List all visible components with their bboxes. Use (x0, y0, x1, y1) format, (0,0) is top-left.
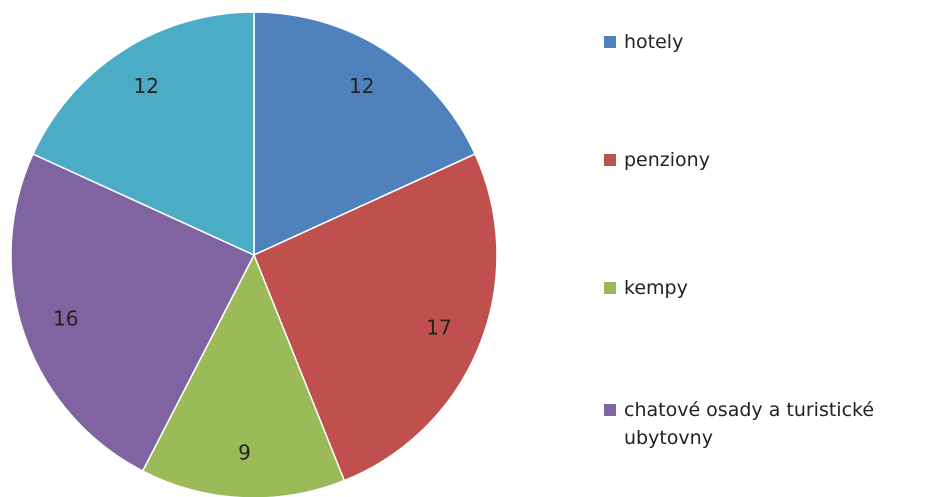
data-label: 9 (238, 441, 251, 465)
legend-entry: kempy (604, 274, 934, 302)
pie-slice (141, 253, 346, 497)
pie-slice (10, 153, 256, 472)
chart: 12 17 9 16 12 (10, 11, 498, 497)
data-label: 16 (53, 307, 78, 331)
data-label: 12 (349, 74, 374, 98)
pie-slice (253, 153, 498, 482)
legend: hotely penziony kempy chatové osady a turis… (604, 0, 934, 497)
legend-label: hotely (624, 31, 684, 53)
data-label: 17 (426, 316, 451, 340)
legend-swatch (604, 36, 616, 48)
data-label: 12 (134, 74, 159, 98)
legend-label: penziony (624, 149, 710, 171)
legend-swatch (604, 282, 616, 294)
pie-slice (31, 11, 255, 257)
legend-entry: penziony (604, 146, 934, 174)
legend-label: kempy (624, 277, 688, 299)
legend-label: chatové osady a turistické ubytovny (624, 399, 875, 449)
legend-swatch (604, 404, 616, 416)
pie-slice (253, 11, 477, 257)
legend-swatch (604, 154, 616, 166)
legend-entry: hotely (604, 28, 934, 56)
legend-entry: chatové osady a turistické ubytovny (604, 396, 934, 452)
